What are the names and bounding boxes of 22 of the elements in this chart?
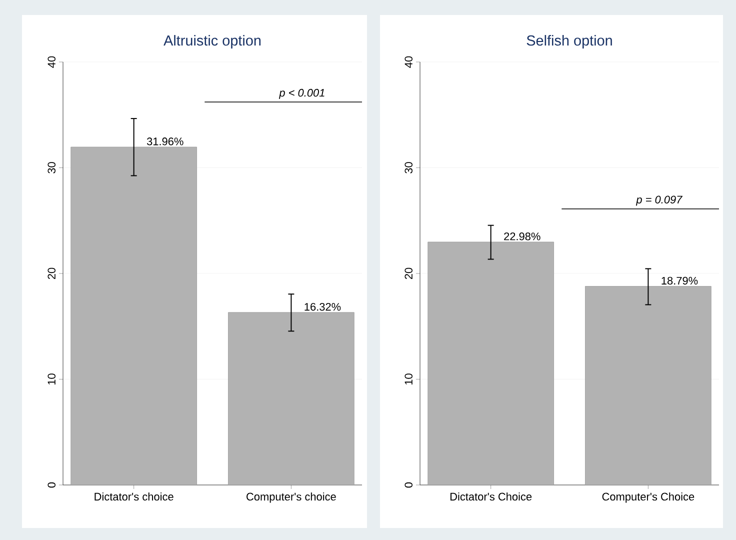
x-tick-label: Computer's choice	[246, 492, 336, 503]
y-tick-label: 10	[48, 374, 56, 384]
data-label: 22.98%	[504, 232, 540, 240]
y-tick-label: 40	[48, 56, 56, 68]
y-tick-label: 0	[48, 482, 56, 488]
y-tick-label: 20	[48, 268, 56, 280]
y-tick-label: 0	[404, 482, 412, 488]
data-label: 31.96%	[146, 138, 184, 146]
annotation: p < 0.001	[278, 88, 324, 99]
y-tick-label: 40	[404, 56, 412, 68]
chart-title: Selfish option	[526, 35, 612, 48]
y-tick-label: 10	[404, 374, 412, 384]
x-tick-label: Dictator's Choice	[450, 492, 532, 501]
y-tick-label: 30	[48, 162, 56, 174]
x-tick-label: Dictator's choice	[94, 492, 174, 501]
data-label: 16.32%	[304, 302, 341, 311]
y-tick-label: 30	[404, 162, 412, 174]
chart-title: Altruistic option	[164, 35, 261, 48]
annotation: p = 0.097	[636, 196, 683, 206]
y-tick-label: 20	[404, 268, 412, 280]
data-label: 18.79%	[662, 276, 698, 285]
x-tick-label: Computer's Choice	[602, 492, 694, 503]
